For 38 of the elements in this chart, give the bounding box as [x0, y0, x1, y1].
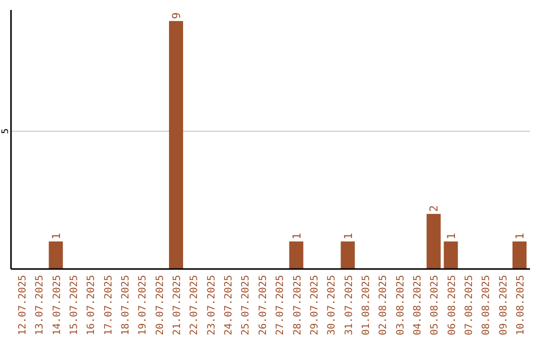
data-label: 2	[428, 205, 441, 212]
x-tick-label: 09.08.2025	[498, 275, 510, 336]
x-tick-label: 08.08.2025	[481, 275, 492, 336]
data-label: 9	[170, 12, 184, 20]
x-tick-label: 07.08.2025	[464, 275, 475, 336]
x-tick-label: 28.07.2025	[292, 275, 304, 336]
x-tick-label: 12.07.2025	[17, 275, 28, 336]
x-tick-label: 03.08.2025	[395, 275, 406, 336]
x-tick-label: 21.07.2025	[172, 275, 184, 336]
x-tick-label: 05.08.2025	[430, 275, 441, 336]
x-tick-label: 31.07.2025	[344, 275, 355, 336]
x-tick-label: 16.07.2025	[86, 275, 98, 336]
x-tick-label: 04.08.2025	[412, 275, 424, 336]
x-tick-label: 14.07.2025	[52, 275, 63, 336]
x-tick-label: 24.07.2025	[224, 275, 235, 336]
data-label: 1	[290, 232, 304, 240]
x-tick-label: 27.07.2025	[275, 275, 286, 336]
data-label: 1	[50, 232, 63, 240]
x-tick-label: 25.07.2025	[240, 275, 252, 336]
x-tick-label: 22.07.2025	[189, 275, 200, 336]
x-tick-label: 26.07.2025	[258, 275, 269, 336]
x-tick-label: 13.07.2025	[34, 275, 46, 336]
y-tick-label: 5	[1, 128, 11, 134]
x-tick-label: 06.08.2025	[446, 275, 458, 336]
x-tick-label: 15.07.2025	[69, 275, 80, 336]
x-tick-label: 01.08.2025	[360, 275, 372, 336]
x-tick-label: 23.07.2025	[206, 275, 218, 336]
x-tick-label: 30.07.2025	[326, 275, 338, 336]
x-tick-label: 02.08.2025	[378, 275, 390, 336]
data-label: 1	[342, 232, 355, 240]
x-tick-label: 18.07.2025	[120, 275, 132, 336]
x-tick-label: 17.07.2025	[103, 275, 114, 336]
x-tick-label: 10.08.2025	[516, 275, 527, 336]
x-tick-label: 29.07.2025	[309, 275, 320, 336]
data-label: 1	[514, 232, 527, 240]
x-tick-label: 20.07.2025	[154, 275, 166, 336]
x-tick-label: 19.07.2025	[138, 275, 149, 336]
data-label: 1	[444, 232, 458, 240]
